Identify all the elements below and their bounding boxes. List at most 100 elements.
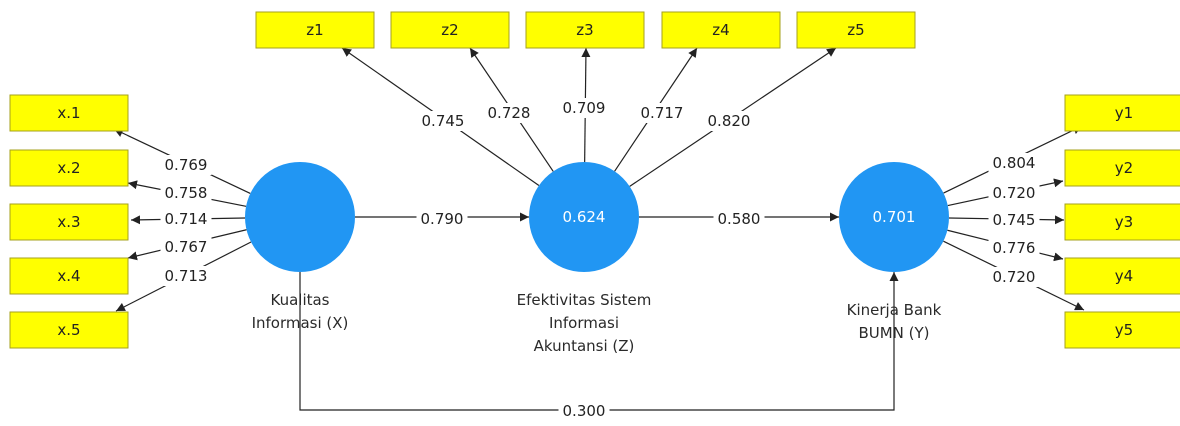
indicator-box[interactable] bbox=[1064, 149, 1180, 187]
indicator-z1[interactable]: z1 bbox=[255, 11, 375, 49]
indicator-y1[interactable]: y1 bbox=[1064, 94, 1180, 132]
indicator-label: z5 bbox=[847, 21, 864, 39]
loading-label-z5-bg bbox=[703, 111, 755, 131]
loading-label-x1-bg bbox=[160, 155, 212, 175]
loading-label-z2-text: 0.728 bbox=[488, 104, 531, 122]
indicator-y5[interactable]: y5 bbox=[1064, 311, 1180, 349]
loading-label-z4: 0.717 bbox=[636, 103, 688, 123]
indicator-z3[interactable]: z3 bbox=[525, 11, 645, 49]
indicator-label: z4 bbox=[712, 21, 729, 39]
path-coefficient-z-y: 0.580 bbox=[713, 209, 765, 229]
loading-label-z3-bg bbox=[558, 98, 610, 118]
indicator-box[interactable] bbox=[1064, 94, 1180, 132]
loading-label-y4-bg bbox=[988, 238, 1040, 258]
indicator-x4[interactable]: x.4 bbox=[9, 257, 129, 295]
loading-label-z5: 0.820 bbox=[703, 111, 755, 131]
indicator-label: y1 bbox=[1115, 104, 1133, 122]
path-coefficient-x-y: 0.300 bbox=[558, 401, 610, 421]
loading-label-x4: 0.767 bbox=[160, 237, 212, 257]
indicator-box[interactable] bbox=[9, 311, 129, 349]
loading-label-z1-bg bbox=[417, 111, 469, 131]
path-coefficient-x-z: 0.790 bbox=[416, 209, 468, 229]
construct-circle[interactable] bbox=[839, 162, 949, 272]
caption-line: Efektivitas Sistem bbox=[517, 291, 652, 309]
loading-label-y3-text: 0.745 bbox=[993, 211, 1036, 229]
indicator-label: y2 bbox=[1115, 159, 1133, 177]
path-coefficient-x-y-bg bbox=[558, 401, 610, 421]
indicator-label: x.2 bbox=[57, 159, 80, 177]
indicator-box[interactable] bbox=[9, 149, 129, 187]
indicator-box[interactable] bbox=[9, 94, 129, 132]
construct-caption: Efektivitas Sistem Informasi Akuntansi (Z) bbox=[517, 291, 652, 355]
loading-label-y1: 0.804 bbox=[988, 153, 1040, 173]
indicator-box[interactable] bbox=[255, 11, 375, 49]
loading-label-y2-text: 0.720 bbox=[993, 184, 1036, 202]
construct-circle[interactable] bbox=[529, 162, 639, 272]
indicator-z2[interactable]: z2 bbox=[390, 11, 510, 49]
caption-line: Informasi bbox=[549, 314, 619, 332]
loading-label-z2-bg bbox=[483, 103, 535, 123]
indicator-box[interactable] bbox=[525, 11, 645, 49]
indicator-label: z3 bbox=[576, 21, 593, 39]
loading-label-y5-text: 0.720 bbox=[993, 268, 1036, 286]
loading-label-x4-text: 0.767 bbox=[165, 238, 208, 256]
indicator-box[interactable] bbox=[390, 11, 510, 49]
caption-line: Kinerja Bank bbox=[847, 301, 942, 319]
caption-line: BUMN (Y) bbox=[858, 324, 929, 342]
indicator-z5[interactable]: z5 bbox=[796, 11, 916, 49]
loading-label-x4-bg bbox=[160, 237, 212, 257]
loading-label-z3: 0.709 bbox=[558, 98, 610, 118]
construct-circle[interactable] bbox=[245, 162, 355, 272]
loading-label-y2-bg bbox=[988, 183, 1040, 203]
indicator-y3[interactable]: y3 bbox=[1064, 203, 1180, 241]
indicator-label: y5 bbox=[1115, 321, 1133, 339]
indicator-box[interactable] bbox=[1064, 257, 1180, 295]
indicator-x2[interactable]: x.2 bbox=[9, 149, 129, 187]
indicator-box[interactable] bbox=[796, 11, 916, 49]
path-coefficient-x-z-text: 0.790 bbox=[421, 210, 464, 228]
indicator-label: x.5 bbox=[57, 321, 80, 339]
loading-label-x2-bg bbox=[160, 183, 212, 203]
indicator-z4[interactable]: z4 bbox=[661, 11, 781, 49]
indicator-box[interactable] bbox=[1064, 203, 1180, 241]
construct-r2-value: 0.624 bbox=[563, 208, 606, 226]
loading-label-y2: 0.720 bbox=[988, 183, 1040, 203]
weight-labels-layer: 0.769 0.758 0.714 0.767 0.713 0.745 0.728 0.709… bbox=[160, 98, 1040, 421]
indicator-label: y4 bbox=[1115, 267, 1133, 285]
loading-label-x2-text: 0.758 bbox=[165, 184, 208, 202]
caption-line: Informasi (X) bbox=[252, 314, 349, 332]
indicator-box[interactable] bbox=[9, 203, 129, 241]
path-coefficient-z-y-text: 0.580 bbox=[718, 210, 761, 228]
indicator-x5[interactable]: x.5 bbox=[9, 311, 129, 349]
indicator-box[interactable] bbox=[1064, 311, 1180, 349]
loading-label-y5-bg bbox=[988, 267, 1040, 287]
construct-y[interactable]: 0.701 bbox=[839, 162, 949, 272]
loading-label-x3-bg bbox=[160, 209, 212, 229]
loading-label-x5-bg bbox=[160, 266, 212, 286]
loading-label-z3-text: 0.709 bbox=[563, 99, 606, 117]
indicator-x3[interactable]: x.3 bbox=[9, 203, 129, 241]
indicator-label: x.3 bbox=[57, 213, 80, 231]
loading-label-z1-text: 0.745 bbox=[422, 112, 465, 130]
indicator-label: x.4 bbox=[57, 267, 80, 285]
indicator-x1[interactable]: x.1 bbox=[9, 94, 129, 132]
loading-label-x3: 0.714 bbox=[160, 209, 212, 229]
indicator-label: y3 bbox=[1115, 213, 1133, 231]
nodes-layer: Kualitas Informasi (X) 0.624 Efektivitas Si… bbox=[9, 11, 1180, 355]
loading-label-y4: 0.776 bbox=[988, 238, 1040, 258]
construct-caption: Kinerja Bank BUMN (Y) bbox=[847, 301, 942, 342]
path-coefficient-x-y-text: 0.300 bbox=[563, 402, 606, 420]
construct-z[interactable]: 0.624 bbox=[529, 162, 639, 272]
loading-label-x2: 0.758 bbox=[160, 183, 212, 203]
loading-label-y1-bg bbox=[988, 153, 1040, 173]
path-coefficient-x-z-bg bbox=[416, 209, 468, 229]
indicator-box[interactable] bbox=[9, 257, 129, 295]
loading-label-z4-text: 0.717 bbox=[641, 104, 684, 122]
indicator-y4[interactable]: y4 bbox=[1064, 257, 1180, 295]
indicator-label: z1 bbox=[306, 21, 323, 39]
indicator-label: z2 bbox=[441, 21, 458, 39]
indicator-y2[interactable]: y2 bbox=[1064, 149, 1180, 187]
indicator-box[interactable] bbox=[661, 11, 781, 49]
construct-x[interactable] bbox=[245, 162, 355, 272]
